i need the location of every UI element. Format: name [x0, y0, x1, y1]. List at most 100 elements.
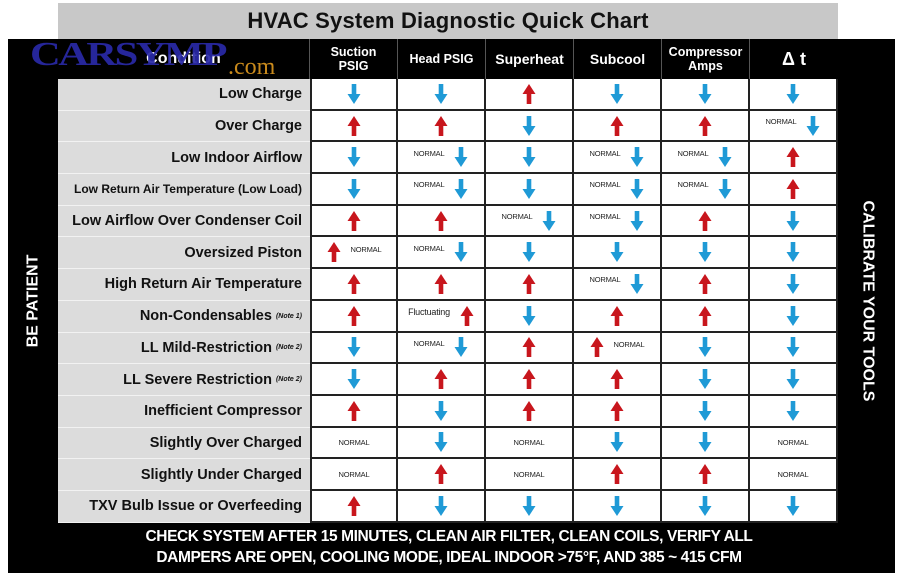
footer-line-2: DAMPERS ARE OPEN, COOLING MODE, IDEAL IN…: [156, 549, 742, 566]
table-row: Over Charge NORMAL: [58, 110, 840, 143]
cell-head-psig: [398, 364, 486, 396]
arrow-down-icon: [434, 432, 448, 453]
arrow-down-icon: [434, 83, 448, 104]
cell-head-psig: [398, 269, 486, 301]
condition-text: High Return Air Temperature: [104, 276, 302, 293]
cell-subcool: NORMAL: [574, 142, 662, 175]
cell-status-text: NORMAL: [513, 469, 545, 479]
cell-suction-psig: [310, 142, 398, 175]
arrow-up-icon: [347, 400, 361, 421]
condition-label: High Return Air Temperature: [58, 269, 310, 301]
cell-status-text: NORMAL: [513, 437, 545, 447]
arrow-down-icon: [786, 495, 800, 516]
cell-status-text: NORMAL: [589, 275, 621, 285]
cell-suction-psig: [310, 300, 398, 333]
cell-superheat: [486, 237, 574, 270]
condition-text: Inefficient Compressor: [144, 403, 302, 420]
arrow-down-icon: [522, 305, 536, 326]
arrow-down-icon: [786, 210, 800, 231]
arrow-down-icon: [542, 210, 556, 231]
condition-text: Low Airflow Over Condenser Coil: [72, 213, 302, 230]
arrow-up-icon: [434, 210, 448, 231]
cell-delta-t: [750, 79, 838, 111]
table-row: Low Airflow Over Condenser Coil NORMAL NOR…: [58, 205, 840, 238]
cell-superheat: [486, 174, 574, 206]
cell-subcool: [574, 300, 662, 333]
condition-text: Oversized Piston: [184, 244, 302, 261]
arrow-up-icon: [698, 305, 712, 326]
arrow-up-icon: [610, 400, 624, 421]
header-suction-psig: Suction PSIG: [310, 39, 398, 79]
cell-delta-t: [750, 364, 838, 396]
arrow-up-icon: [698, 210, 712, 231]
condition-text: TXV Bulb Issue or Overfeeding: [89, 498, 302, 515]
cell-head-psig: [398, 490, 486, 523]
cell-suction-psig: [310, 364, 398, 396]
arrow-down-icon: [454, 147, 468, 168]
arrow-down-icon: [610, 242, 624, 263]
header-compressor-amps: Compressor Amps: [662, 39, 750, 79]
cell-status-text: NORMAL: [413, 180, 445, 190]
cell-superheat: [486, 364, 574, 396]
condition-label: LL Severe Restriction (Note 2): [58, 364, 310, 396]
arrow-down-icon: [630, 178, 644, 199]
condition-label: Low Airflow Over Condenser Coil: [58, 205, 310, 238]
arrow-up-icon: [610, 115, 624, 136]
table-row: Slightly Under Charged NORMAL NORMAL NORMAL: [58, 459, 840, 491]
cell-status-text: NORMAL: [413, 148, 445, 158]
condition-text: Low Charge: [219, 86, 302, 103]
condition-label: Over Charge: [58, 110, 310, 143]
condition-text: Slightly Under Charged: [140, 466, 302, 483]
condition-text: LL Mild-Restriction: [140, 339, 272, 356]
condition-label: Non-Condensables (Note 1): [58, 300, 310, 333]
condition-text: Over Charge: [214, 118, 302, 135]
cell-delta-t: [750, 237, 838, 270]
arrow-up-icon: [347, 305, 361, 326]
arrow-down-icon: [610, 83, 624, 104]
condition-label: Oversized Piston: [58, 237, 310, 270]
cell-delta-t: [750, 300, 838, 333]
cell-compressor-amps: [662, 269, 750, 301]
cell-suction-psig: [310, 269, 398, 301]
cell-status-text: NORMAL: [413, 338, 445, 348]
table-body: Low Charge Over Charge NORMAL Low Indoor Ai…: [58, 79, 840, 523]
condition-text: Non-Condensables: [139, 308, 272, 325]
arrow-down-icon: [786, 273, 800, 294]
arrow-up-icon: [522, 400, 536, 421]
condition-label: Inefficient Compressor: [58, 395, 310, 428]
cell-delta-t: [750, 205, 838, 238]
diagnostic-table: Condition Suction PSIG Head PSIG Superhe…: [58, 39, 840, 523]
table-row: Low Return Air Temperature (Low Load) NOR…: [58, 174, 840, 206]
arrow-down-icon: [786, 400, 800, 421]
cell-delta-t: [750, 142, 838, 175]
cell-suction-psig: [310, 490, 398, 523]
arrow-up-icon: [347, 210, 361, 231]
cell-suction-psig: NORMAL: [310, 459, 398, 491]
table-row: LL Mild-Restriction (Note 2) NORMAL NORMAL: [58, 332, 840, 365]
cell-superheat: [486, 395, 574, 428]
cell-superheat: NORMAL: [486, 205, 574, 238]
arrow-down-icon: [347, 337, 361, 358]
arrow-up-icon: [786, 147, 800, 168]
cell-head-psig: [398, 205, 486, 238]
cell-delta-t: [750, 269, 838, 301]
arrow-down-icon: [522, 115, 536, 136]
cell-status-text: NORMAL: [501, 212, 533, 222]
cell-superheat: [486, 300, 574, 333]
header-head-psig: Head PSIG: [398, 39, 486, 79]
table-row: LL Severe Restriction (Note 2): [58, 364, 840, 396]
condition-note: (Note 2): [275, 376, 302, 384]
arrow-up-icon: [460, 305, 474, 326]
table-row: Low Charge: [58, 79, 840, 111]
cell-status-text: NORMAL: [413, 243, 445, 253]
cell-status-text: NORMAL: [777, 437, 809, 447]
cell-subcool: [574, 79, 662, 111]
cell-compressor-amps: [662, 395, 750, 428]
cell-compressor-amps: [662, 332, 750, 365]
condition-text: Low Return Air Temperature (Low Load): [73, 182, 302, 197]
cell-head-psig: [398, 459, 486, 491]
arrow-up-icon: [698, 273, 712, 294]
condition-label: Low Charge: [58, 79, 310, 111]
table-row: High Return Air Temperature NORMAL: [58, 269, 840, 301]
arrow-down-icon: [630, 147, 644, 168]
